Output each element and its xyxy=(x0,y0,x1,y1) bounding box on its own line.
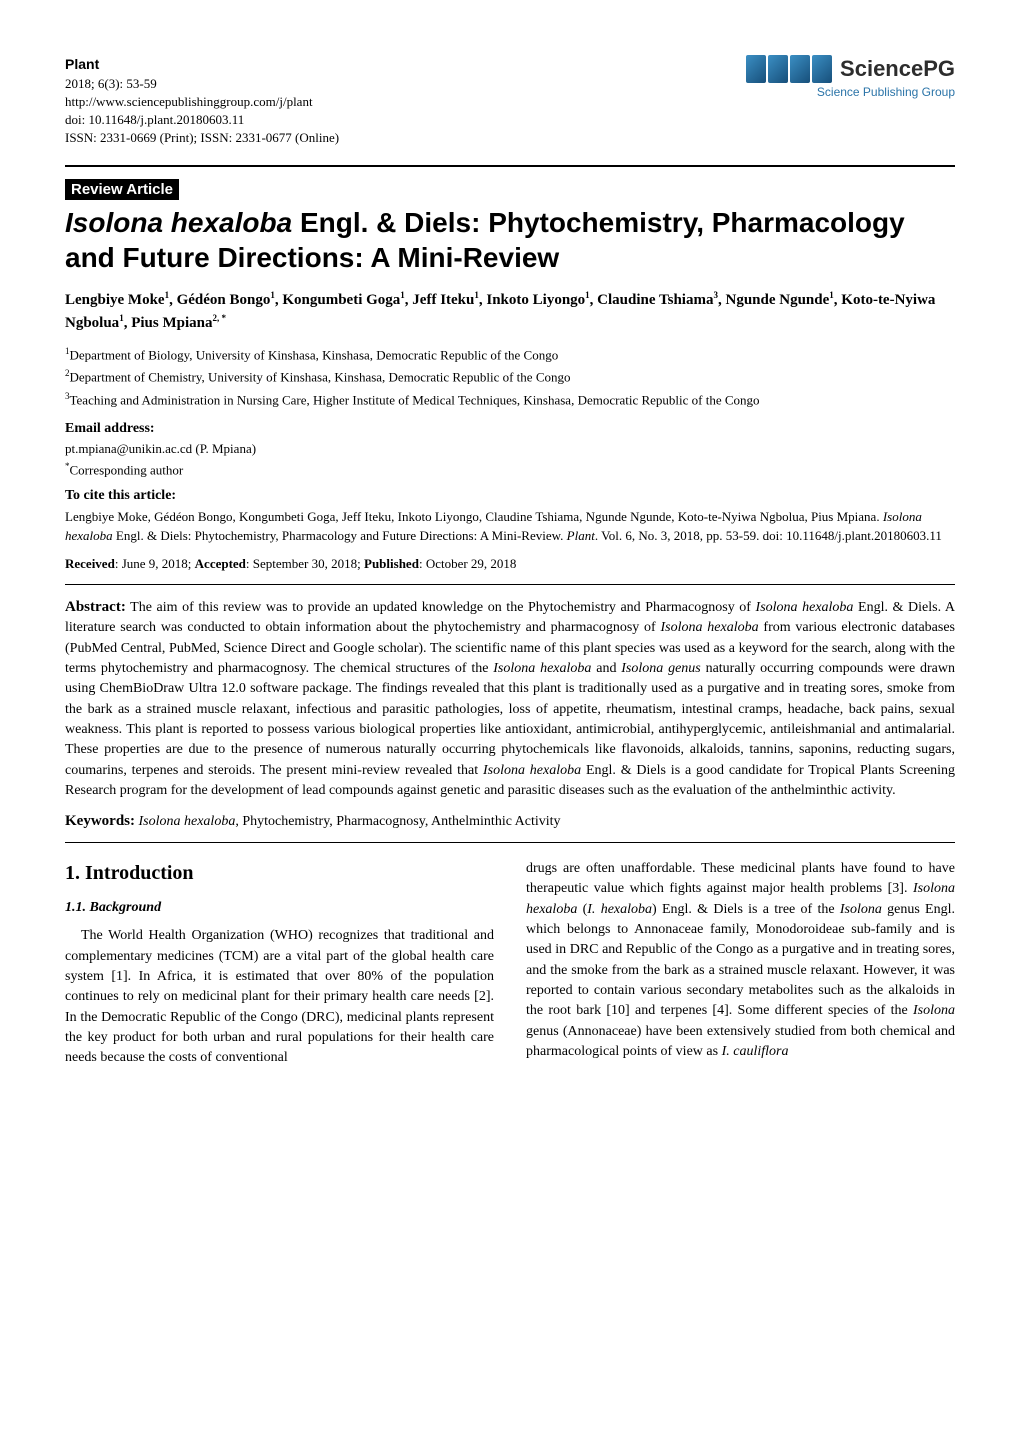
affiliation-1: 1Department of Biology, University of Ki… xyxy=(65,344,955,366)
logo-tile-icon xyxy=(746,55,766,83)
logo-tile-icon xyxy=(768,55,788,83)
logo-text: SciencePG xyxy=(840,56,955,82)
header-row: Plant 2018; 6(3): 53-59 http://www.scien… xyxy=(65,55,955,147)
abstract-label: Abstract: xyxy=(65,599,126,615)
logo-row: SciencePG xyxy=(746,55,955,83)
abstract: Abstract: The aim of this review was to … xyxy=(65,597,955,801)
body-paragraph: drugs are often unaffordable. These medi… xyxy=(526,859,955,1062)
authors-list: Lengbiye Moke1, Gédéon Bongo1, Kongumbet… xyxy=(65,289,955,334)
email-line: pt.mpiana@unikin.ac.cd (P. Mpiana) xyxy=(65,441,955,457)
cite-heading: To cite this article: xyxy=(65,488,955,504)
date-accepted: September 30, 2018 xyxy=(253,556,357,571)
column-left: 1. Introduction 1.1. Background The Worl… xyxy=(65,859,494,1068)
corresponding-author: *Corresponding author xyxy=(65,461,955,478)
logo-tile-icon xyxy=(812,55,832,83)
abstract-text: The aim of this review was to provide an… xyxy=(65,600,955,798)
article-dates: Received: June 9, 2018; Accepted: Septem… xyxy=(65,556,955,572)
abstract-bottom-rule xyxy=(65,842,955,843)
date-published: October 29, 2018 xyxy=(426,556,517,571)
abstract-top-rule xyxy=(65,584,955,585)
subsection-heading: 1.1. Background xyxy=(65,898,494,918)
journal-block: Plant 2018; 6(3): 53-59 http://www.scien… xyxy=(65,55,339,147)
journal-issue: 2018; 6(3): 53-59 xyxy=(65,75,339,93)
article-type-label: Review Article xyxy=(65,179,179,200)
keywords-label: Keywords: xyxy=(65,813,135,829)
article-type-bar: Review Article xyxy=(65,181,179,199)
keywords-text: Isolona hexaloba, Phytochemistry, Pharma… xyxy=(139,814,561,829)
journal-name: Plant xyxy=(65,55,339,75)
affiliations: 1Department of Biology, University of Ki… xyxy=(65,344,955,410)
journal-url: http://www.sciencepublishinggroup.com/j/… xyxy=(65,93,339,111)
cite-text: Lengbiye Moke, Gédéon Bongo, Kongumbeti … xyxy=(65,508,955,546)
logo-subtitle: Science Publishing Group xyxy=(746,85,955,99)
header-rule xyxy=(65,165,955,167)
logo-tile-icon xyxy=(790,55,810,83)
journal-issn: ISSN: 2331-0669 (Print); ISSN: 2331-0677… xyxy=(65,129,339,147)
keywords: Keywords: Isolona hexaloba, Phytochemist… xyxy=(65,813,955,830)
date-received: June 9, 2018 xyxy=(122,556,188,571)
affiliation-2: 2Department of Chemistry, University of … xyxy=(65,366,955,388)
body-columns: 1. Introduction 1.1. Background The Worl… xyxy=(65,859,955,1068)
article-title: Isolona hexaloba Engl. & Diels: Phytoche… xyxy=(65,205,955,275)
affiliation-3: 3Teaching and Administration in Nursing … xyxy=(65,389,955,411)
journal-doi: doi: 10.11648/j.plant.20180603.11 xyxy=(65,111,339,129)
body-paragraph: The World Health Organization (WHO) reco… xyxy=(65,926,494,1068)
section-heading: 1. Introduction xyxy=(65,859,494,888)
email-heading: Email address: xyxy=(65,421,955,437)
column-right: drugs are often unaffordable. These medi… xyxy=(526,859,955,1068)
publisher-logo: SciencePG Science Publishing Group xyxy=(746,55,955,99)
